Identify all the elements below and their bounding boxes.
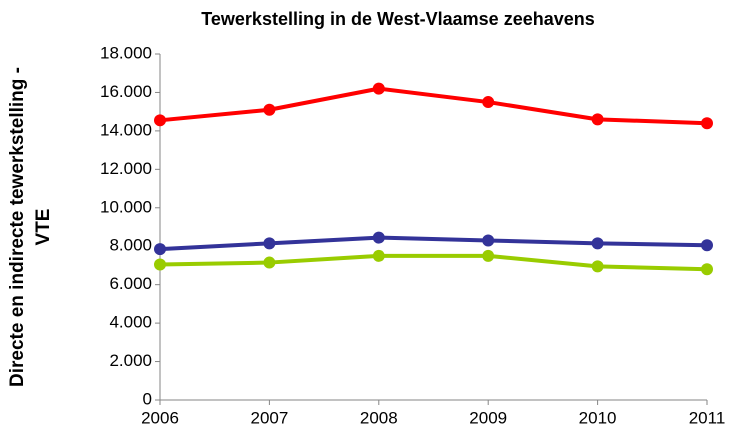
point (263, 237, 276, 250)
point (263, 103, 276, 116)
point (372, 249, 385, 262)
point (482, 234, 495, 247)
series-line (159, 253, 708, 272)
point (154, 258, 166, 271)
y-tick-label: 6.000 (109, 274, 152, 293)
y-tick-label: 0 (143, 389, 152, 408)
point (482, 96, 495, 109)
point (372, 231, 385, 244)
x-tick-label: 2010 (579, 408, 617, 427)
point (591, 113, 604, 126)
x-tick-label: 2009 (469, 408, 507, 427)
y-tick-label: 16.000 (100, 82, 152, 101)
point (372, 82, 385, 95)
point (154, 243, 166, 256)
point (591, 237, 604, 250)
x-tick-label: 2007 (250, 408, 288, 427)
point (482, 249, 495, 262)
x-tick-label: 2006 (141, 408, 179, 427)
y-axis-label: Directe en indirecte tewerkstelling - (7, 67, 28, 387)
point (701, 263, 713, 276)
point (591, 260, 604, 273)
y-tick-label: 2.000 (109, 351, 152, 370)
y-tick-label: 18.000 (100, 43, 152, 62)
point (701, 239, 713, 252)
x-tick-label: 2011 (689, 408, 726, 427)
point (263, 256, 276, 269)
chart-title: Tewerkstelling in de West-Vlaamse zeehav… (201, 9, 595, 29)
y-tick-label: 10.000 (100, 197, 152, 216)
point (701, 117, 713, 130)
y-tick-label: 4.000 (109, 313, 152, 332)
x-tick-label: 2008 (360, 408, 398, 427)
y-tick-label: 12.000 (100, 159, 152, 178)
point (154, 114, 166, 127)
series-line (159, 86, 708, 126)
y-axis-label: VTE (33, 209, 54, 246)
y-tick-label: 8.000 (109, 236, 152, 255)
series-line (159, 235, 708, 252)
y-tick-label: 14.000 (100, 120, 152, 139)
